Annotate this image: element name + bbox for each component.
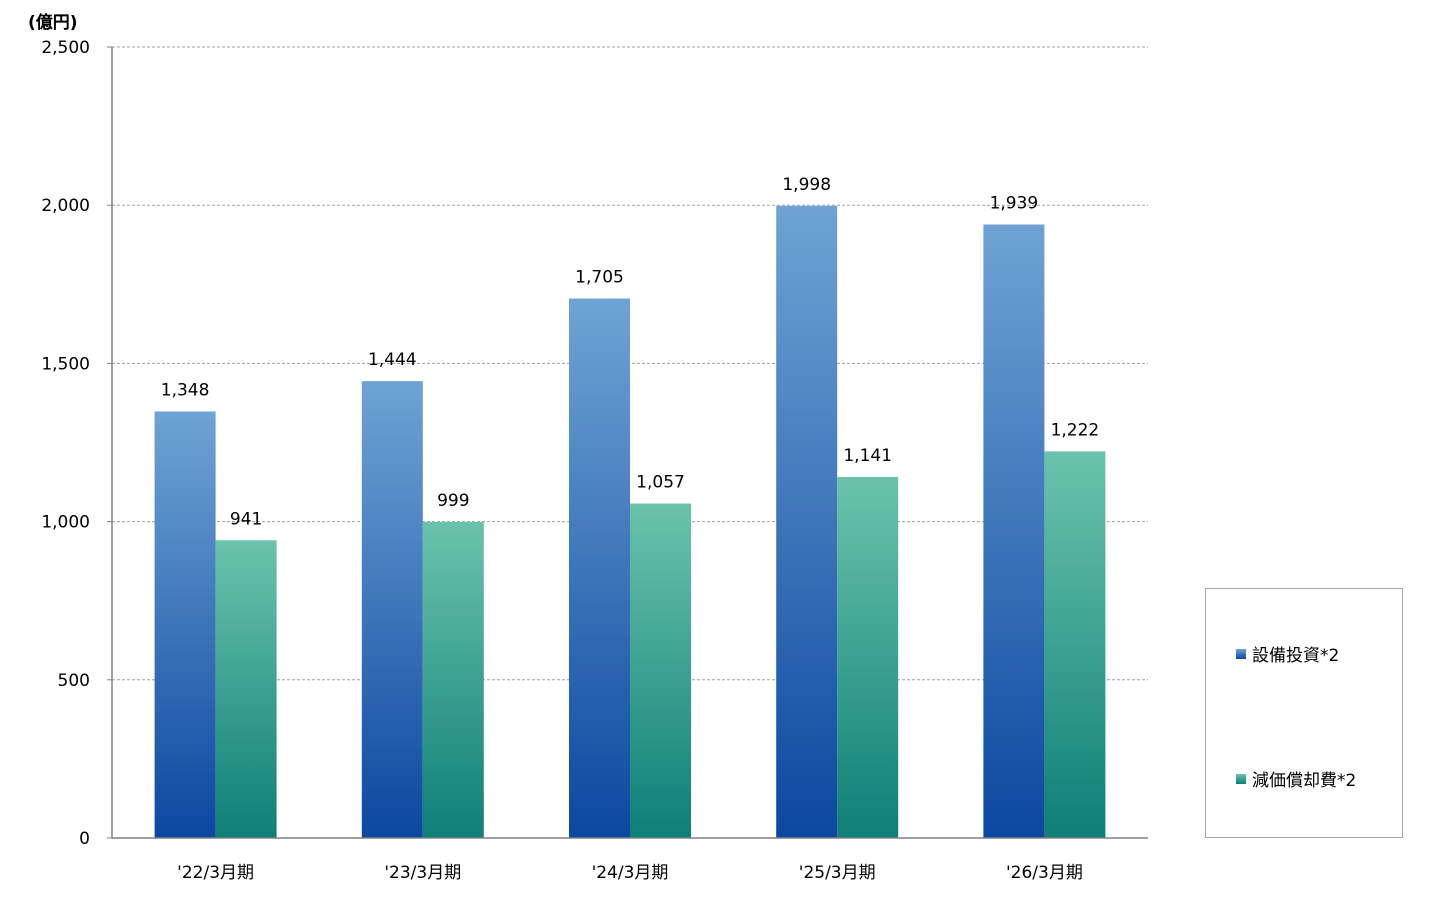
data-label: 1,998	[782, 175, 831, 195]
legend-item-depreciation: 減価償却費*2	[1236, 766, 1356, 791]
data-label: 1,444	[368, 350, 417, 370]
x-tick-label: '25/3月期	[799, 863, 876, 883]
x-tick-label: '22/3月期	[177, 863, 254, 883]
legend-item-capex: 設備投資*2	[1236, 641, 1339, 666]
bar-depreciation	[422, 521, 484, 838]
bar-capex	[983, 224, 1045, 839]
data-label: 1,057	[636, 473, 685, 493]
bar-depreciation	[215, 540, 277, 838]
bar-depreciation	[630, 503, 691, 838]
y-tick-label: 1,500	[41, 354, 90, 374]
bar-depreciation	[1044, 451, 1106, 838]
x-tick-label: '24/3月期	[592, 863, 669, 883]
chart-legend: 設備投資*2 減価償却費*2	[1205, 588, 1403, 838]
legend-label-depreciation: 減価償却費*2	[1252, 771, 1357, 791]
x-tick-label: '26/3月期	[1006, 863, 1083, 883]
bar-capex	[361, 381, 423, 838]
bar-capex	[776, 205, 838, 839]
data-label: 1,348	[161, 380, 210, 400]
y-tick-label: 2,500	[41, 38, 90, 58]
data-label: 999	[437, 491, 469, 511]
y-axis-unit-label: (億円)	[28, 13, 78, 33]
legend-swatch-capex	[1236, 648, 1246, 659]
y-tick-label: 2,000	[41, 196, 90, 216]
legend-label-capex: 設備投資*2	[1252, 646, 1340, 666]
data-label: 941	[230, 509, 262, 529]
data-label: 1,222	[1051, 420, 1100, 440]
y-tick-label: 0	[79, 829, 90, 849]
data-label: 1,939	[990, 194, 1039, 214]
bar-depreciation	[837, 476, 899, 838]
x-tick-label: '23/3月期	[384, 863, 461, 883]
data-label: 1,141	[843, 446, 892, 466]
y-tick-label: 1,000	[41, 513, 90, 533]
data-label: 1,705	[575, 268, 624, 288]
bar-capex	[569, 298, 630, 839]
bar-capex	[154, 411, 216, 838]
y-tick-label: 500	[58, 671, 90, 691]
legend-swatch-depreciation	[1236, 773, 1246, 784]
